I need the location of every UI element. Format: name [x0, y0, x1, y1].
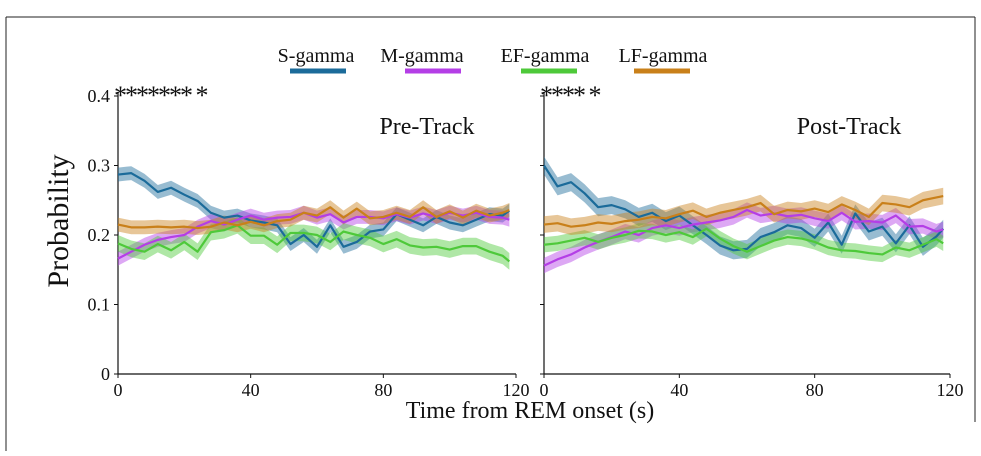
- panel-1: 0 0.1 0.2 0.3 0.4 0 40 80 120 Pre-Track ******* *: [88, 81, 530, 400]
- panel-title: Post-Track: [797, 114, 901, 140]
- line-s-gamma: [543, 164, 945, 252]
- x-tick-label: 0: [114, 380, 123, 400]
- x-tick-label: 80: [806, 380, 824, 400]
- x-tick-label: 120: [937, 380, 964, 400]
- y-tick-label: 0.4: [88, 86, 111, 106]
- band-m-gamma: [544, 202, 944, 274]
- x-tick-label: 40: [242, 380, 260, 400]
- y-axis-label: Probability: [42, 154, 75, 287]
- line-lf-gamma: [543, 195, 944, 228]
- y-tick-label: 0: [101, 364, 110, 384]
- legend-label-s-gamma: S-gamma: [278, 45, 355, 67]
- band-lf-gamma: [118, 200, 510, 235]
- x-tick-label: 120: [503, 380, 530, 400]
- panel-title: Pre-Track: [379, 114, 474, 140]
- legend: S-gamma M-gamma EF-gamma LF-gamma: [278, 45, 708, 74]
- band-s-gamma: [544, 156, 944, 260]
- line-m-gamma: [117, 211, 510, 260]
- legend-label-ef-gamma: EF-gamma: [501, 45, 590, 67]
- panel-2: 0 40 80 120 Post-Track **** *: [540, 81, 964, 400]
- x-tick-label: 40: [670, 380, 688, 400]
- y-tick-label: 0.3: [88, 156, 111, 176]
- band-ef-gamma: [118, 216, 510, 270]
- line-ef-gamma: [543, 227, 944, 256]
- x-axis-label: Time from REM onset (s): [406, 398, 654, 424]
- y-tick-label: 0.1: [88, 295, 111, 315]
- y-tick-label: 0.2: [88, 225, 111, 245]
- legend-label-lf-gamma: LF-gamma: [619, 45, 708, 67]
- x-tick-label: 0: [540, 380, 549, 400]
- line-s-gamma: [117, 172, 511, 248]
- line-ef-gamma: [117, 224, 511, 263]
- significance-markers: **** *: [540, 81, 601, 110]
- significance-markers: ******* *: [114, 81, 208, 110]
- line-lf-gamma: [117, 206, 510, 230]
- legend-label-m-gamma: M-gamma: [380, 45, 463, 67]
- x-tick-label: 80: [374, 380, 392, 400]
